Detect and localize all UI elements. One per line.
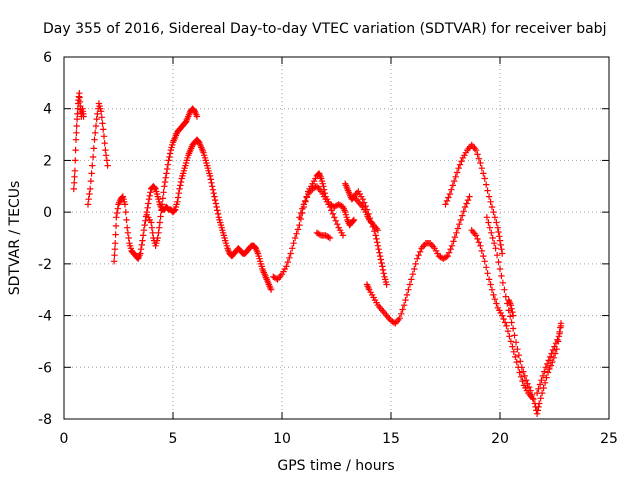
data-point-markers xyxy=(533,320,565,397)
data-point-markers xyxy=(363,193,473,327)
data-point-markers xyxy=(296,183,347,239)
x-tick-label: 5 xyxy=(169,431,178,447)
data-point-markers xyxy=(70,90,87,193)
y-tick-label: 4 xyxy=(43,102,52,118)
x-tick-labels: 0 5 10 15 20 25 xyxy=(60,431,618,447)
data-point-markers xyxy=(483,214,565,417)
y-tick-label: -2 xyxy=(38,257,52,273)
x-tick-label: 25 xyxy=(600,431,618,447)
y-axis-label: SDTVAR / TECUs xyxy=(7,181,23,296)
plot-frame xyxy=(63,56,610,420)
data-point-markers xyxy=(84,100,111,208)
data-point-markers xyxy=(350,193,382,234)
axis-ticks xyxy=(63,56,610,420)
data-point-markers xyxy=(143,105,201,249)
y-tick-label: -6 xyxy=(38,360,52,376)
x-axis-label: GPS time / hours xyxy=(277,458,394,474)
data-series-sdtvar xyxy=(70,90,565,417)
data-point-markers xyxy=(505,296,517,319)
x-tick-label: 15 xyxy=(382,431,400,447)
y-tick-label: 0 xyxy=(43,205,52,221)
data-point-markers xyxy=(313,229,334,242)
y-tick-label: -8 xyxy=(38,412,52,428)
data-point-markers xyxy=(442,141,506,257)
x-tick-label: 10 xyxy=(273,431,291,447)
data-point-markers xyxy=(468,227,536,402)
y-tick-labels: -8 -6 -4 -2 0 2 4 6 xyxy=(38,50,52,428)
data-point-markers xyxy=(342,180,390,288)
chart-title: Day 355 of 2016, Sidereal Day-to-day VTE… xyxy=(43,21,606,37)
y-tick-label: -4 xyxy=(38,309,52,325)
grid-lines xyxy=(64,57,609,419)
y-tick-label: 2 xyxy=(43,153,52,169)
x-tick-label: 0 xyxy=(60,431,69,447)
y-tick-label: 6 xyxy=(43,50,52,66)
x-tick-label: 20 xyxy=(491,431,509,447)
